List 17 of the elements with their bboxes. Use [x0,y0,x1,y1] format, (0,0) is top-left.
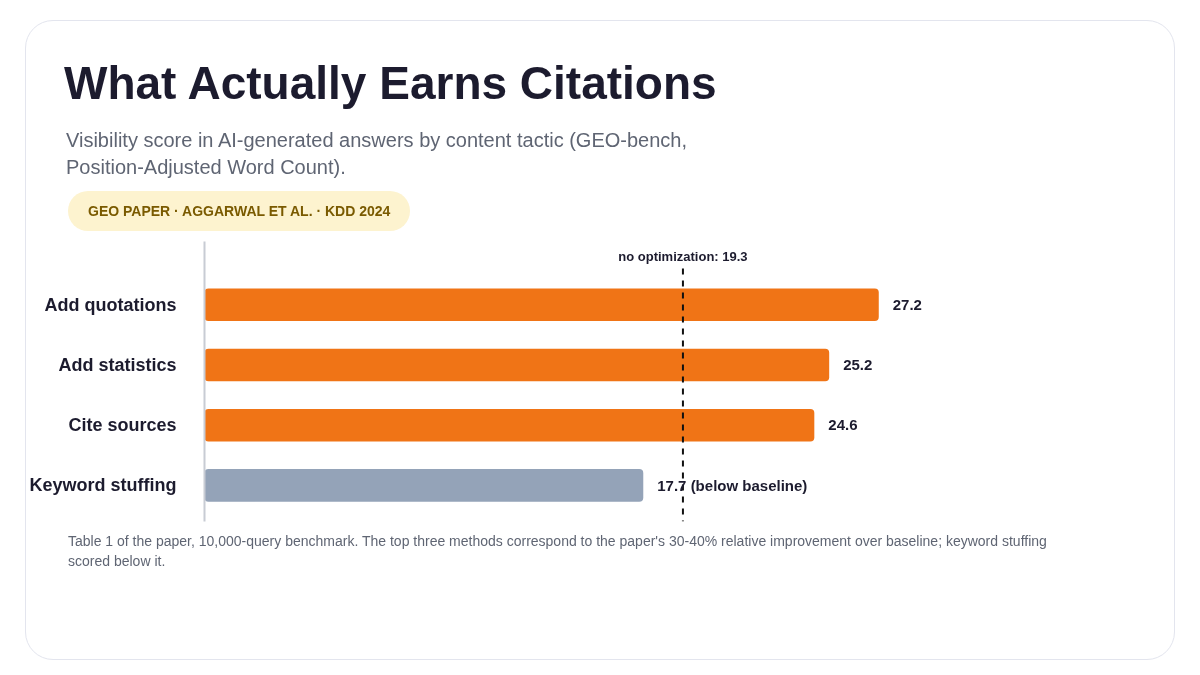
chart-subtitle: Visibility score in AI-generated answers by content tactic (GEO-bench, Position-Adjusted Word Count). [66,127,689,180]
data-label: 25.2 [843,355,873,373]
bar [204,408,815,442]
chart-title: What Actually Earns Citations [64,56,717,111]
y-tick-label: Add statistics [58,354,177,375]
bar [204,468,644,502]
data-label: 17.7 (below baseline) [657,476,808,494]
data-label: 27.2 [892,295,922,313]
bar [204,348,830,381]
caption: Table 1 of the paper, 10,000-query benchmark. The top three methods correspond to the paper's 30-40% relative improvement over baseline; keyword stuffing scored below it. [68,531,1048,571]
ref-line-label: no optimization: 19.3 [618,248,748,264]
bar [204,288,879,321]
y-tick-label: Cite sources [68,414,177,435]
data-label: 24.6 [828,415,858,433]
y-tick-label: Keyword stuffing [29,475,177,496]
text: GEO PAPER · AGGARWAL ET AL. · KDD 2024 [88,201,391,221]
y-tick-label: Add quotations [44,294,177,315]
